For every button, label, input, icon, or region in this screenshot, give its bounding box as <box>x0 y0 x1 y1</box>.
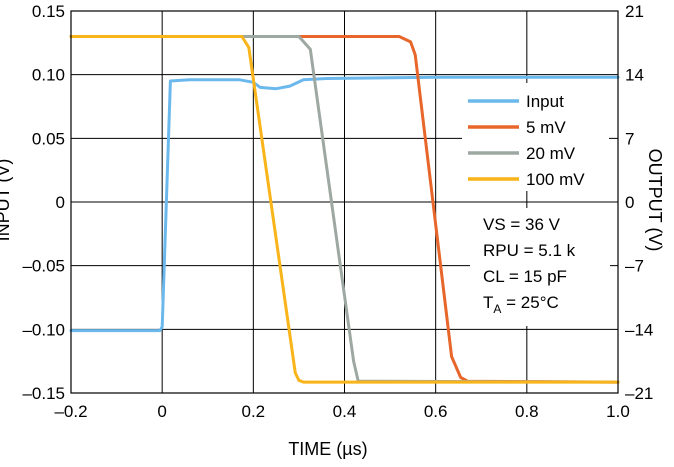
legend-label: 20 mV <box>526 144 576 163</box>
left-y-tick-label: 0.15 <box>32 2 65 21</box>
x-tick-label: 0.4 <box>333 402 357 421</box>
right-y-tick-label: –14 <box>625 320 653 339</box>
x-tick-label: 0.6 <box>424 402 448 421</box>
left-y-tick-label: –0.15 <box>22 384 65 403</box>
series-line-100-mv <box>69 35 620 384</box>
series-line-input <box>69 75 620 333</box>
plot-frame <box>70 10 619 394</box>
legend-label: Input <box>526 92 564 111</box>
legend-label: 100 mV <box>526 170 585 189</box>
right-y-axis-title: OUTPUT (V) <box>645 149 665 252</box>
series-lines <box>69 35 620 384</box>
test-conditions: VS = 36 V RPU = 5.1 k CL = 15 pF TA = 25… <box>470 208 610 326</box>
x-tick-label: 0 <box>157 402 166 421</box>
legend: Input 5 mV 20 mV 100 mV <box>462 83 609 191</box>
condition-rpu: RPU = 5.1 k <box>483 241 576 260</box>
left-y-tick-label: –0.05 <box>22 257 65 276</box>
left-y-tick-label: 0 <box>56 193 65 212</box>
right-y-tick-label: 0 <box>625 193 634 212</box>
left-y-tick-label: 0.05 <box>32 129 65 148</box>
left-y-axis-title: INPUT (V) <box>0 159 13 242</box>
condition-vs: VS = 36 V <box>483 215 561 234</box>
tick-labels: –0.2 0 0.2 0.4 0.6 0.8 1.0 –0.15 –0.10 –0.05 0 0.05… <box>22 2 653 421</box>
condition-cl: CL = 15 pF <box>483 267 567 286</box>
grid <box>71 11 618 393</box>
right-y-tick-label: 14 <box>625 66 644 85</box>
x-axis-title: TIME (µs) <box>288 439 367 459</box>
right-y-tick-label: –7 <box>625 257 644 276</box>
conditions-background <box>470 208 610 326</box>
x-tick-label: 0.8 <box>515 402 539 421</box>
left-y-tick-label: 0.10 <box>32 66 65 85</box>
x-tick-label: 0.2 <box>242 402 266 421</box>
x-tick-label: 1.0 <box>606 402 630 421</box>
x-tick-label: –0.2 <box>54 402 87 421</box>
left-y-tick-label: –0.10 <box>22 320 65 339</box>
condition-ta: TA = 25°C <box>483 293 559 316</box>
right-y-tick-label: 7 <box>625 129 634 148</box>
right-y-tick-label: 21 <box>625 2 644 21</box>
right-y-tick-label: –21 <box>625 384 653 403</box>
legend-label: 5 mV <box>526 118 566 137</box>
